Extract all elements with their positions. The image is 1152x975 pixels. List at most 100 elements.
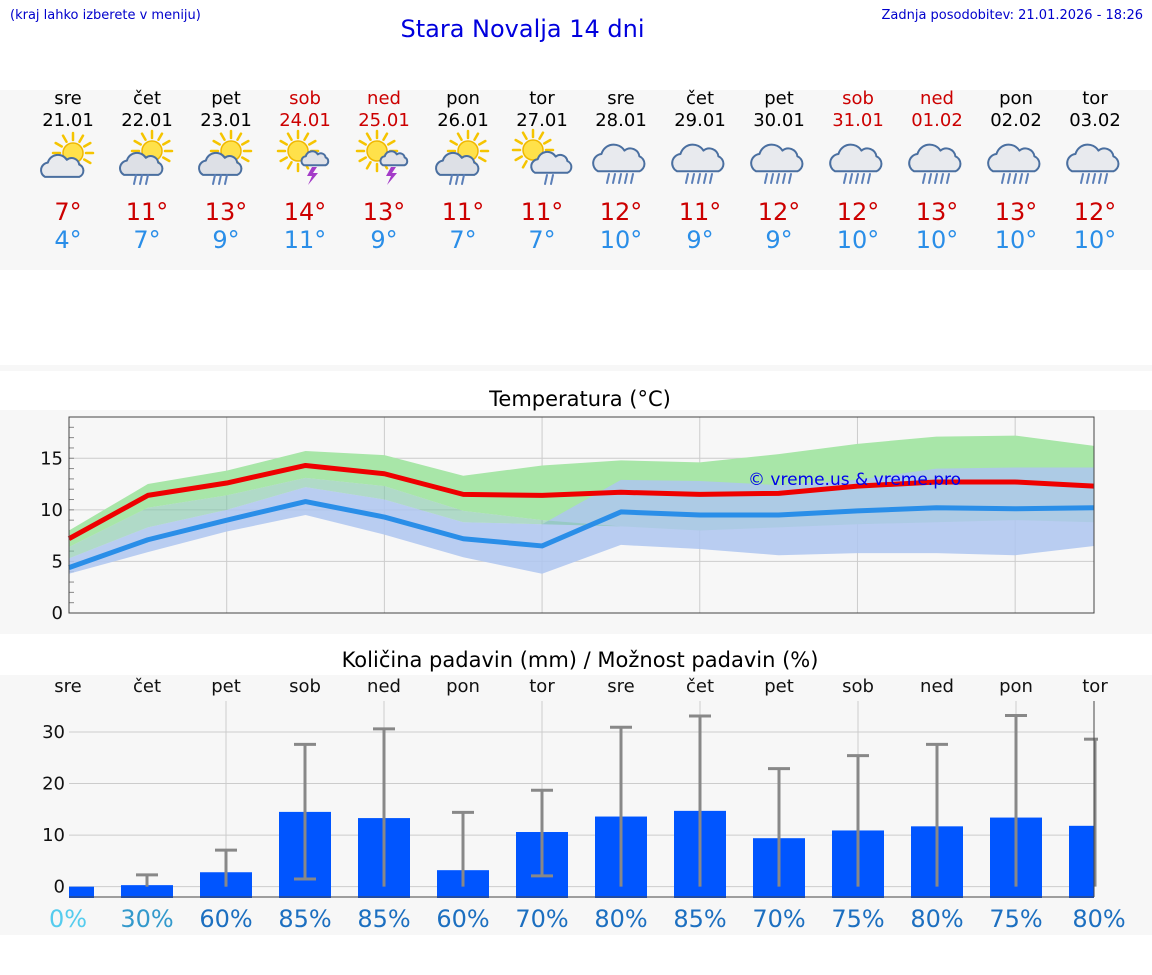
- cloud-rain-icon: [829, 143, 883, 184]
- day-date: 24.01: [279, 110, 331, 131]
- precip-probability-label: 85%: [278, 905, 331, 933]
- y-tick-label: 10: [42, 825, 65, 846]
- sun-thunderstorm-icon: [276, 129, 330, 185]
- min-temp-line: [68, 499, 1095, 570]
- temp-max: 12°: [836, 198, 880, 226]
- precipitation-chart: 0 10 20 30 sre čet pet sob ned pon tor sre čet pet sob…: [42, 676, 1126, 933]
- day-name: sre: [607, 88, 635, 109]
- precip-probability-label: 70%: [752, 905, 805, 933]
- cloud-rain-icon: [908, 143, 962, 184]
- temp-max: 11°: [441, 198, 485, 226]
- temp-max: 12°: [1073, 198, 1117, 226]
- y-tick-label: 30: [42, 722, 65, 743]
- day-name: pon: [999, 88, 1033, 109]
- day-name: ned: [920, 88, 954, 109]
- x-tick-label: tor: [1082, 676, 1108, 697]
- precip-probability-label: 30%: [120, 905, 173, 933]
- precip-probability-label: 85%: [673, 905, 726, 933]
- cloud-rain-icon: [592, 143, 646, 184]
- day-date: 30.01: [753, 110, 805, 131]
- precip-probability-label: 70%: [515, 905, 568, 933]
- page-title: Stara Novalja 14 dni: [400, 15, 645, 43]
- day-date: 23.01: [200, 110, 252, 131]
- x-tick-label: sob: [842, 676, 874, 697]
- y-tick-label: 20: [42, 774, 65, 795]
- temp-max: 12°: [757, 198, 801, 226]
- temp-min: 9°: [686, 226, 714, 254]
- x-tick-label: sre: [607, 676, 634, 697]
- watermark: © vreme.us & vreme.pro: [748, 470, 961, 490]
- day-date: 21.01: [42, 110, 94, 131]
- temp-max: 12°: [599, 198, 643, 226]
- temp-min: 9°: [370, 226, 398, 254]
- x-tick-label: pon: [446, 676, 480, 697]
- temp-min: 9°: [765, 226, 793, 254]
- sun-cloud-rain-icon: [511, 128, 573, 185]
- x-tick-label: ned: [367, 676, 401, 697]
- cloud-rain-icon: [671, 143, 725, 184]
- forecast-strip: sre 21.01 7° 4° čet 22.01 11° 7° pet 23.01 13° 9° so…: [0, 88, 1152, 270]
- cloud-rain-icon: [987, 143, 1041, 184]
- temp-min: 11°: [283, 226, 327, 254]
- temp-max: 11°: [125, 198, 169, 226]
- x-tick-label: sob: [289, 676, 321, 697]
- precip-probability-label: 0%: [49, 905, 87, 933]
- day-date: 22.01: [121, 110, 173, 131]
- day-date: 28.01: [595, 110, 647, 131]
- temperature-chart-title: Temperatura (°C): [489, 387, 671, 411]
- day-date: 02.02: [990, 110, 1042, 131]
- x-tick-label: sre: [54, 676, 81, 697]
- x-tick-label: čet: [686, 676, 714, 697]
- day-date: 01.02: [911, 110, 963, 131]
- precip-bar: [121, 885, 173, 898]
- precip-probability-label: 80%: [1072, 905, 1125, 933]
- partly-cloudy-rain-icon: [198, 129, 253, 185]
- x-tick-label: čet: [133, 676, 161, 697]
- plot-frame: [68, 416, 1095, 614]
- day-date: 31.01: [832, 110, 884, 131]
- precipitation-chart-title: Količina padavin (mm) / Možnost padavin …: [341, 648, 819, 672]
- temp-min: 4°: [54, 226, 82, 254]
- precip-bar: [1069, 825, 1094, 898]
- x-tick-label: pet: [211, 676, 241, 697]
- x-tick-label: tor: [529, 676, 555, 697]
- day-name: čet: [685, 88, 715, 109]
- day-name: sre: [54, 88, 82, 109]
- location-hint: (kraj lahko izberete v meniju): [10, 8, 201, 23]
- separator-band: [0, 365, 1152, 371]
- partly-cloudy-rain-icon: [119, 129, 174, 185]
- precip-probability-label: 80%: [594, 905, 647, 933]
- y-tick-label: 5: [52, 551, 63, 572]
- partly-cloudy-rain-icon: [435, 129, 490, 185]
- temp-min: 7°: [133, 226, 161, 254]
- precip-probability-label: 75%: [831, 905, 884, 933]
- precip-probability-label: 75%: [989, 905, 1042, 933]
- y-tick-label: 0: [54, 877, 65, 898]
- precip-bar: [69, 886, 94, 898]
- temp-min: 10°: [599, 226, 643, 254]
- day-date: 25.01: [358, 110, 410, 131]
- day-date: 03.02: [1069, 110, 1121, 131]
- day-date: 29.01: [674, 110, 726, 131]
- temp-max: 13°: [994, 198, 1038, 226]
- y-tick-label: 15: [40, 448, 63, 469]
- temperature-chart: 0 5 10 15 © vreme.us & vreme.pro: [40, 416, 1095, 624]
- temp-min: 10°: [915, 226, 959, 254]
- min-temp-range-band: [69, 467, 1094, 574]
- temp-min: 7°: [449, 226, 477, 254]
- precip-probability-label: 60%: [199, 905, 252, 933]
- day-date: 26.01: [437, 110, 489, 131]
- temp-min: 10°: [1073, 226, 1117, 254]
- y-tick-label: 0: [52, 603, 63, 624]
- temp-max: 7°: [54, 198, 82, 226]
- temp-max: 13°: [362, 198, 406, 226]
- temp-min: 9°: [212, 226, 240, 254]
- x-tick-label: pet: [764, 676, 794, 697]
- precip-probability-label: 60%: [436, 905, 489, 933]
- last-updated: Zadnja posodobitev: 21.01.2026 - 18:26: [881, 8, 1143, 23]
- temp-min: 10°: [836, 226, 880, 254]
- cloud-rain-icon: [750, 143, 804, 184]
- day-name: pet: [211, 88, 241, 109]
- day-name: tor: [529, 88, 555, 109]
- precip-probability-label: 80%: [910, 905, 963, 933]
